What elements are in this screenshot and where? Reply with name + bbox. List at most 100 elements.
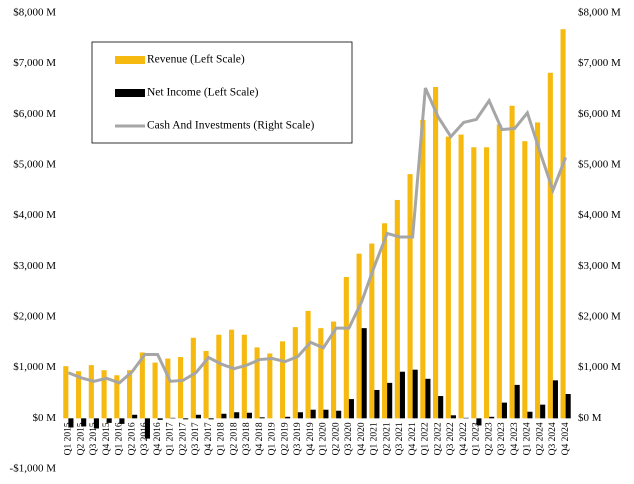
y2-tick-label: $1,000 M — [578, 361, 621, 373]
bar — [101, 370, 107, 419]
bar — [476, 418, 482, 426]
bar — [139, 352, 145, 419]
bar — [527, 411, 533, 419]
bar — [259, 417, 265, 419]
bar — [195, 414, 201, 419]
bar — [114, 375, 120, 419]
bar — [285, 416, 291, 419]
bar — [514, 384, 520, 419]
bar — [433, 86, 439, 419]
x-tick-label: Q4 2017 — [204, 422, 214, 455]
bar — [445, 136, 451, 419]
bar — [540, 404, 546, 419]
bar — [412, 369, 418, 419]
legend-swatch — [115, 89, 145, 97]
bar — [399, 371, 405, 419]
bar — [407, 174, 413, 419]
bar — [190, 337, 196, 419]
bar — [292, 327, 298, 419]
x-tick-label: Q1 2018 — [217, 422, 227, 455]
x-tick-label: Q4 2018 — [255, 422, 265, 455]
x-tick-label: Q1 2023 — [472, 422, 482, 455]
x-tick-label: Q3 2019 — [293, 422, 303, 455]
bar — [305, 310, 311, 419]
bar — [560, 29, 566, 419]
x-tick-label: Q4 2020 — [357, 422, 367, 455]
x-tick-label: Q2 2017 — [178, 422, 188, 455]
y2-tick-label: $4,000 M — [578, 209, 621, 221]
y2-tick-label: $0 M — [578, 412, 602, 424]
bar — [336, 410, 342, 419]
bar — [369, 243, 375, 419]
y2-tick-label: $2,000 M — [578, 311, 621, 323]
x-tick-label: Q4 2015 — [102, 422, 112, 455]
bar — [458, 134, 464, 419]
bar — [450, 415, 456, 419]
bar — [208, 418, 214, 420]
legend-label: Cash And Investments (Right Scale) — [147, 120, 315, 132]
bar — [382, 223, 388, 419]
bar — [323, 409, 329, 419]
bar — [127, 370, 133, 419]
bar — [234, 412, 240, 419]
bar — [280, 341, 286, 419]
bar — [246, 412, 252, 419]
y-tick-label: $8,000 M — [13, 7, 56, 19]
x-tick-label: Q1 2015 — [64, 422, 74, 455]
x-tick-label: Q4 2023 — [510, 422, 520, 455]
bar — [565, 394, 571, 419]
x-tick-label: Q1 2017 — [166, 422, 176, 455]
bar — [81, 418, 87, 427]
bar — [132, 414, 138, 419]
x-tick-label: Q2 2019 — [280, 422, 290, 455]
x-tick-label: Q2 2022 — [433, 422, 443, 455]
bar — [484, 147, 490, 419]
x-tick-label: Q3 2016 — [140, 422, 150, 455]
bar — [552, 380, 558, 419]
bar — [387, 382, 393, 419]
bar — [183, 418, 189, 420]
y2-tick-label: $3,000 M — [578, 260, 621, 272]
bar — [170, 417, 176, 419]
x-tick-label: Q4 2022 — [459, 422, 469, 455]
y-tick-label: $1,000 M — [13, 361, 56, 373]
y-tick-label: $3,000 M — [13, 260, 56, 272]
x-tick-label: Q2 2015 — [76, 422, 86, 455]
y-tick-label: $7,000 M — [13, 57, 56, 69]
x-tick-label: Q2 2016 — [127, 422, 137, 455]
bar — [221, 413, 227, 419]
bar — [178, 357, 184, 419]
bar — [254, 347, 260, 419]
bar — [522, 141, 528, 419]
y-tick-label: $6,000 M — [13, 108, 56, 120]
x-tick-label: Q2 2021 — [382, 422, 392, 455]
bar — [310, 409, 316, 419]
x-tick-label: Q3 2022 — [446, 422, 456, 455]
x-tick-label: Q3 2017 — [191, 422, 201, 455]
x-tick-label: Q3 2020 — [344, 422, 354, 455]
bar — [68, 418, 74, 428]
x-tick-label: Q2 2023 — [484, 422, 494, 455]
bar — [216, 334, 222, 419]
bar — [152, 362, 158, 419]
x-tick-label: Q3 2024 — [548, 422, 558, 455]
x-tick-label: Q4 2019 — [306, 422, 316, 455]
bar — [144, 418, 150, 439]
x-tick-label: Q3 2018 — [242, 422, 252, 455]
y2-tick-label: $6,000 M — [578, 108, 621, 120]
y-tick-label: $2,000 M — [13, 311, 56, 323]
x-tick-label: Q3 2015 — [89, 422, 99, 455]
bar — [509, 105, 515, 419]
bar — [496, 124, 502, 419]
bar — [535, 122, 541, 419]
y-tick-label: $5,000 M — [13, 159, 56, 171]
y-tick-label: $4,000 M — [13, 209, 56, 221]
bar — [119, 418, 125, 424]
bar — [318, 328, 324, 419]
bar — [241, 334, 247, 419]
x-tick-label: Q2 2018 — [229, 422, 239, 455]
legend: Revenue (Left Scale) Net Income (Left Sca… — [91, 41, 353, 144]
bar — [63, 366, 69, 419]
y2-tick-label: $5,000 M — [578, 159, 621, 171]
